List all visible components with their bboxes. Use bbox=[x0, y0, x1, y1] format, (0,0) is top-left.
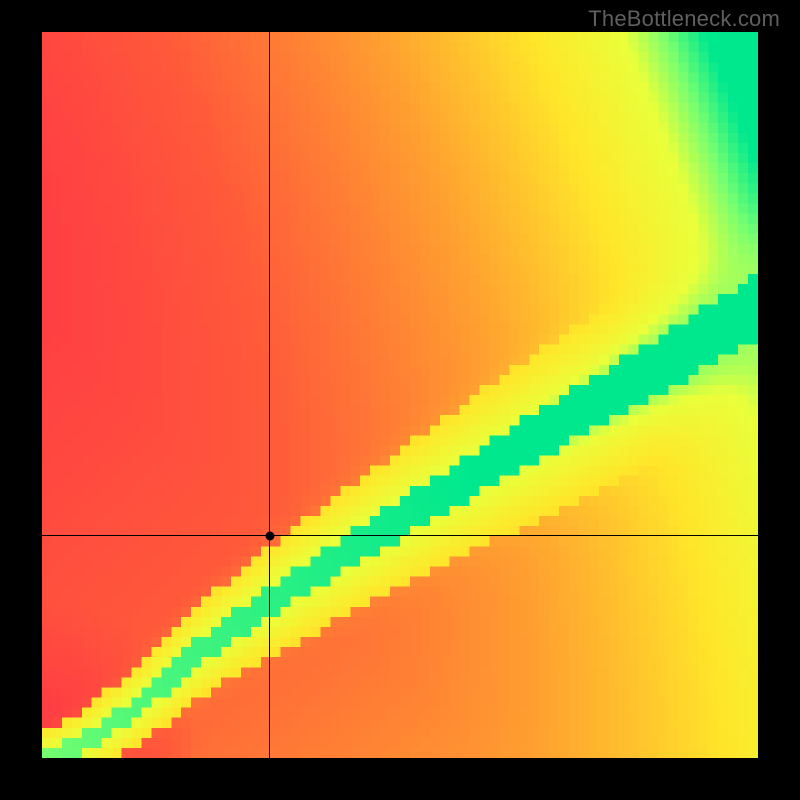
watermark-text: TheBottleneck.com bbox=[588, 6, 780, 32]
crosshair-marker bbox=[265, 531, 274, 540]
heatmap-canvas bbox=[42, 32, 758, 758]
crosshair-vertical bbox=[269, 32, 270, 758]
heatmap-plot bbox=[42, 32, 758, 758]
crosshair-horizontal bbox=[42, 535, 758, 536]
